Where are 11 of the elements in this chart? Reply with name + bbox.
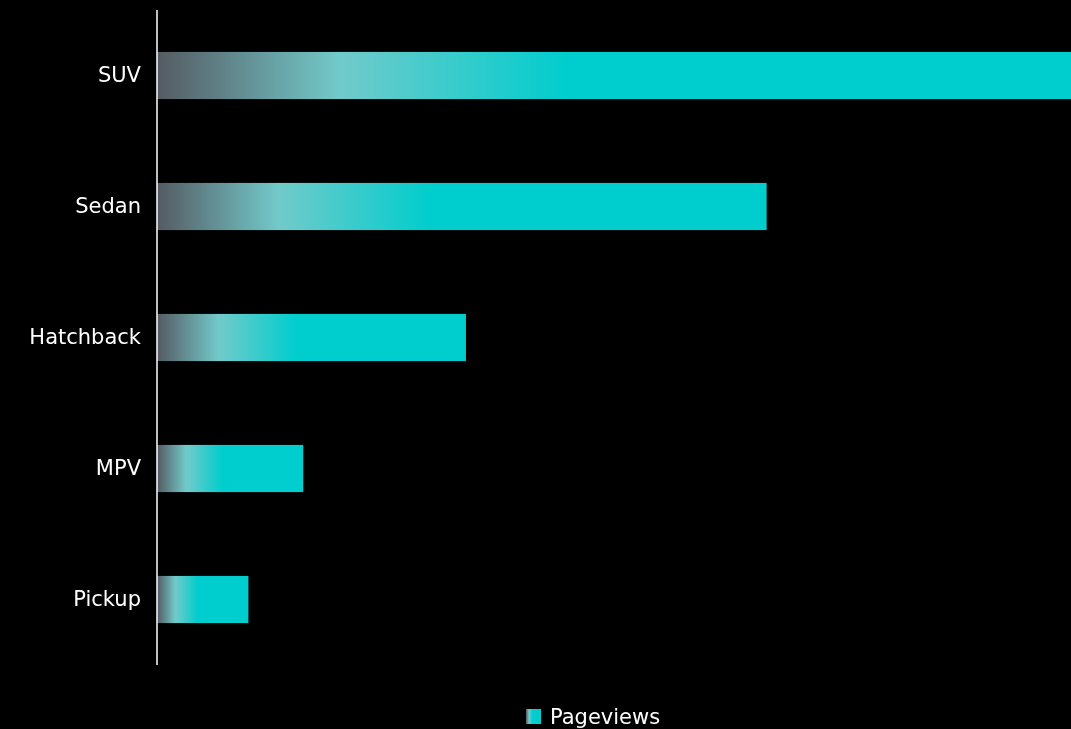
bar [157, 575, 249, 624]
bar [157, 313, 466, 362]
bar [157, 182, 767, 231]
y-tick-label: SUV [97, 63, 142, 88]
y-tick-label: Pickup [73, 587, 141, 612]
bar [157, 51, 1071, 100]
legend-label: Pageviews [550, 705, 661, 729]
bar [157, 444, 304, 493]
y-tick-label: Sedan [75, 194, 141, 219]
y-tick-label: MPV [95, 456, 142, 481]
y-tick-label: Hatchback [29, 325, 142, 350]
